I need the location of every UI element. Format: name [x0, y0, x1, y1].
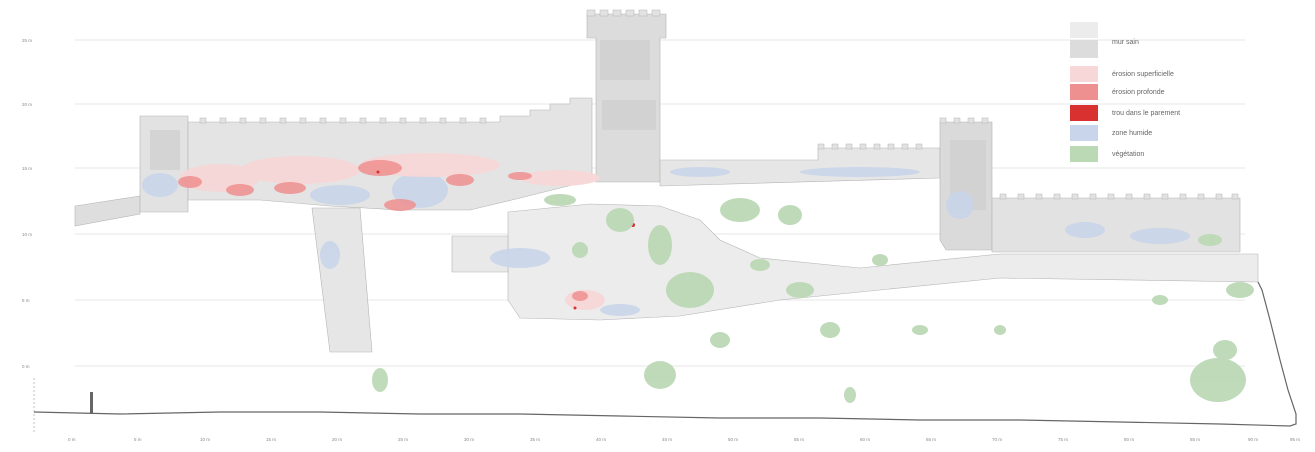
legend-label: végétation: [1112, 151, 1144, 158]
legend-label: mur sain: [1112, 39, 1139, 46]
legend-swatch-light: [1070, 22, 1098, 38]
x-tick-label: 0 m: [68, 437, 76, 442]
legend: mur sain érosion superficielle érosion p…: [1070, 22, 1180, 162]
x-tick-label: 50 m: [728, 437, 738, 442]
buttress: [311, 207, 373, 353]
x-tick-label: 95 m: [1290, 437, 1300, 442]
y-tick-label: 0 m: [22, 364, 30, 369]
x-tick-label: 20 m: [332, 437, 342, 442]
x-tick-label: 90 m: [1248, 437, 1258, 442]
x-tick-label: 40 m: [596, 437, 606, 442]
x-tick-label: 45 m: [662, 437, 672, 442]
legend-swatch-sound-wall: [1070, 40, 1098, 58]
x-tick-label: 5 m: [134, 437, 142, 442]
scale-marker: [90, 392, 93, 414]
x-tick-label: 80 m: [1124, 437, 1134, 442]
legend-swatch-superficial-erosion: [1070, 66, 1098, 82]
legend-label: trou dans le parement: [1112, 110, 1180, 117]
x-tick-label: 10 m: [200, 437, 210, 442]
y-tick-label: 5 m: [22, 298, 30, 303]
legend-label: érosion superficielle: [1112, 71, 1174, 78]
legend-label: zone humide: [1112, 130, 1152, 137]
wall-shading: [150, 40, 986, 210]
central-tower: [586, 13, 667, 183]
legend-swatch-vegetation: [1070, 146, 1098, 162]
x-tick-label: 30 m: [464, 437, 474, 442]
x-tick-label: 70 m: [992, 437, 1002, 442]
legend-label: érosion profonde: [1112, 89, 1165, 96]
y-axis: 25 m 20 m 15 m 10 m 5 m 0 m: [22, 38, 35, 432]
legend-swatch-humid-zone: [1070, 125, 1098, 141]
x-tick-label: 85 m: [1190, 437, 1200, 442]
humid-zones: [142, 167, 1190, 316]
y-tick-label: 25 m: [22, 38, 32, 43]
x-tick-label: 25 m: [398, 437, 408, 442]
x-tick-label: 15 m: [266, 437, 276, 442]
middle-curtain-wall: [659, 147, 941, 187]
ground-profile-line: [33, 281, 1297, 427]
inner-block: [451, 235, 509, 273]
y-tick-label: 20 m: [22, 102, 32, 107]
y-tick-label: 15 m: [22, 166, 32, 171]
legend-swatch-hole: [1070, 105, 1098, 121]
x-tick-label: 60 m: [860, 437, 870, 442]
y-tick-label: 10 m: [22, 232, 32, 237]
erosion-deep: [178, 160, 588, 301]
vegetation-patches: [372, 194, 1254, 403]
x-axis: 0 m 5 m 10 m 15 m 20 m 25 m 30 m 35 m 40…: [68, 437, 1300, 442]
left-low-wall: [74, 195, 141, 227]
crenellations: [199, 9, 1239, 200]
legend-swatch-deep-erosion: [1070, 84, 1098, 100]
x-tick-label: 35 m: [530, 437, 540, 442]
x-tick-label: 75 m: [1058, 437, 1068, 442]
x-tick-label: 55 m: [794, 437, 804, 442]
x-tick-label: 65 m: [926, 437, 936, 442]
